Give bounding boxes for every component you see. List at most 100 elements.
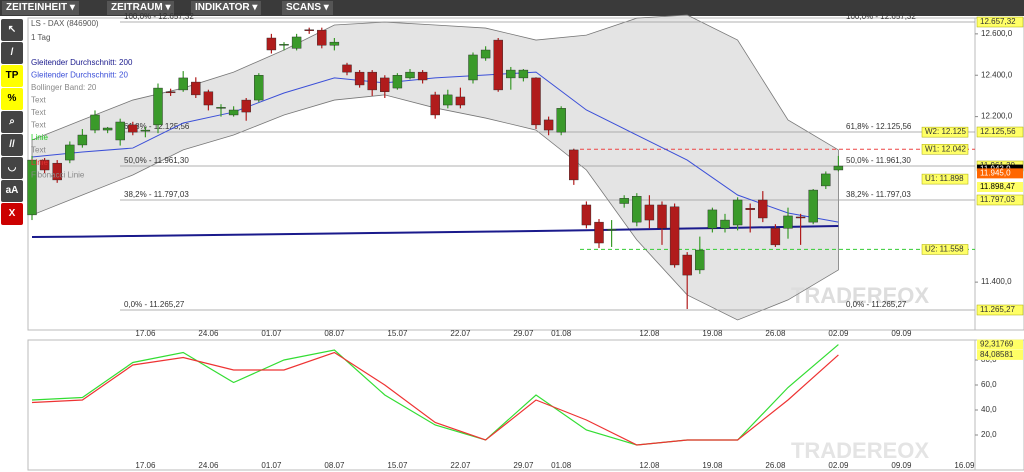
- candle-body: [518, 69, 529, 79]
- legend-entry: Gleitender Durchschnitt: 20: [31, 71, 128, 80]
- value-tag-text: 92,31769: [980, 340, 1014, 349]
- tool-button[interactable]: ↖: [1, 19, 23, 41]
- watermark: TRADEREOX: [791, 438, 929, 463]
- candle-body: [821, 173, 831, 187]
- candle-body: [644, 204, 655, 221]
- x-tick-label: 12.08: [639, 329, 660, 338]
- level-tag: [921, 173, 969, 185]
- x-tick-label: 01.08: [551, 461, 572, 470]
- candle-body: [619, 198, 629, 204]
- level-tag: [921, 244, 969, 255]
- menu-button[interactable]: SCANS ▾: [282, 1, 333, 15]
- candle-body: [65, 144, 75, 161]
- candle-body: [795, 216, 806, 219]
- candle-body: [682, 254, 692, 276]
- y-tick-label: 20,0: [981, 430, 997, 439]
- candle-body: [27, 159, 37, 216]
- fib-label: 61,8% - 12.125,56: [846, 122, 912, 131]
- price-tag-text: 11.797,03: [980, 195, 1016, 204]
- candle-body: [266, 37, 277, 51]
- legend-entry: Gleitender Durchschnitt: 200: [31, 58, 133, 67]
- tool-button[interactable]: aA: [1, 180, 23, 202]
- x-tick-label: 24.06: [198, 461, 219, 470]
- candle-body: [90, 114, 100, 131]
- x-tick-label: 26.08: [765, 461, 786, 470]
- stoch-line: [31, 351, 839, 446]
- legend-entry: Fibonacci Linie: [31, 171, 85, 180]
- price-tag: [977, 168, 1023, 179]
- fib-label: 38,2% - 11.797,03: [124, 190, 189, 199]
- legend-entry: Text: [31, 121, 46, 130]
- x-tick-label: 22.07: [450, 461, 471, 470]
- candle-body: [367, 71, 377, 91]
- price-tag-text: 11.265,27: [980, 305, 1016, 314]
- candle-body: [430, 94, 440, 116]
- price-tag: [977, 181, 1023, 192]
- level-tag-text: W1: 12.042: [925, 144, 966, 153]
- candle-body: [291, 36, 302, 49]
- candle-body: [657, 204, 667, 229]
- candle-body: [342, 64, 352, 73]
- x-tick-label: 01.07: [261, 329, 282, 338]
- candle-body: [228, 109, 239, 116]
- tool-button[interactable]: %: [1, 88, 23, 110]
- candle-body: [329, 41, 340, 46]
- tool-button[interactable]: ⌕: [1, 111, 23, 133]
- candle-body: [317, 29, 327, 46]
- legend-entry: Text: [31, 96, 46, 105]
- tool-button[interactable]: /: [1, 42, 23, 64]
- candle-body: [153, 87, 163, 126]
- candle-body: [556, 108, 566, 133]
- candle-body: [594, 221, 604, 244]
- watermark: TRADEREOX: [791, 283, 929, 308]
- x-tick-label: 09.09: [891, 329, 912, 338]
- legend-entry: Text: [31, 108, 46, 117]
- candle-body: [39, 159, 50, 171]
- tool-button[interactable]: ◡: [1, 157, 23, 179]
- legend-entry: Bollinger Band: 20: [31, 83, 97, 92]
- candle-body: [140, 129, 151, 132]
- candle-body: [745, 208, 755, 210]
- tool-bar: ↖ / TP% ⌕//◡ aA X: [0, 18, 24, 226]
- y-tick-label: 12.600,0: [981, 29, 1013, 38]
- candle-body: [720, 219, 730, 229]
- candle-body: [380, 77, 390, 92]
- x-tick-label: 02.09: [828, 461, 849, 470]
- value-tag-text: 84,08581: [980, 350, 1014, 359]
- menu-button[interactable]: ZEITRAUM ▾: [107, 1, 175, 15]
- candle-body: [581, 204, 592, 226]
- tool-button[interactable]: X: [1, 203, 23, 225]
- candle-body: [808, 189, 818, 223]
- candle-body: [770, 228, 781, 246]
- fib-label: 100,0% - 12.657,32: [846, 12, 916, 21]
- x-tick-label: 29.07: [513, 461, 534, 470]
- fib-label: 61,8% - 12.125,56: [124, 122, 190, 131]
- menu-button[interactable]: ZEITEINHEIT ▾: [2, 1, 79, 15]
- ma-line: [31, 225, 839, 239]
- legend-entry: LS - DAX (846900): [31, 19, 99, 28]
- y-tick-label: 11.400,0: [981, 277, 1012, 286]
- candle-body: [216, 107, 226, 109]
- x-tick-label: 15.07: [387, 329, 408, 338]
- menu-button[interactable]: INDIKATOR ▾: [191, 1, 262, 15]
- price-tag-text: 11.898,47: [980, 182, 1016, 191]
- candle-body: [707, 209, 718, 229]
- y-tick-label: 12.400,0: [981, 70, 1013, 79]
- tool-button[interactable]: //: [1, 134, 23, 156]
- price-tag-text: 12.657,32: [980, 17, 1016, 26]
- candle-body: [392, 75, 403, 89]
- candle-body: [128, 124, 138, 133]
- candle-body: [531, 77, 541, 126]
- candle-body: [480, 49, 491, 59]
- candle-body: [191, 81, 201, 96]
- price-tag: [976, 194, 1024, 206]
- x-tick-label: 02.09: [828, 329, 849, 338]
- x-tick-label: 17.06: [135, 329, 156, 338]
- price-tag-text: 12.125,56: [980, 127, 1016, 136]
- level-tag-text: U1: 11.898: [925, 174, 964, 183]
- candle-body: [241, 99, 251, 113]
- candle-body: [279, 44, 289, 46]
- candle-body: [569, 149, 579, 181]
- tool-button[interactable]: TP: [1, 65, 23, 87]
